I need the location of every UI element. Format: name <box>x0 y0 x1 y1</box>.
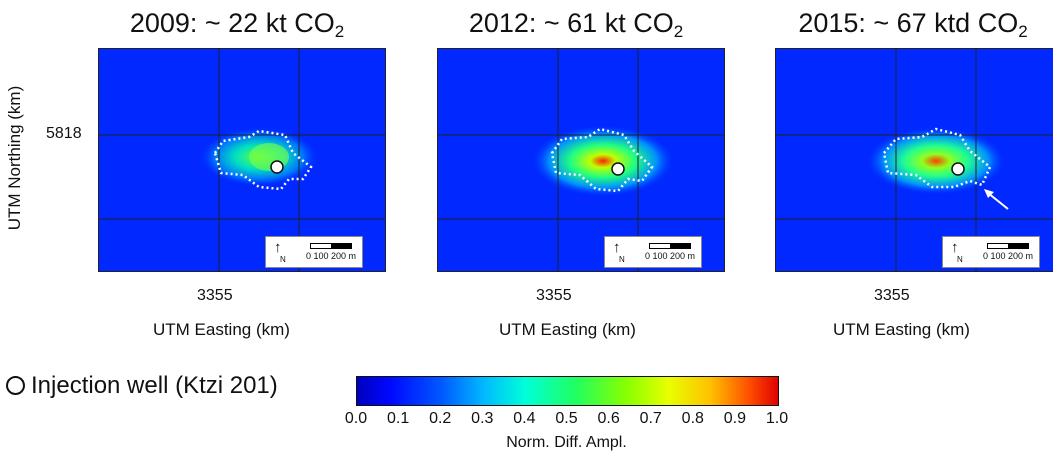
x-tick-label-1: 3355 <box>197 287 233 304</box>
scale-box: ↑ N 0 100 200 m <box>942 236 1040 268</box>
injection-well-marker <box>611 162 625 176</box>
map-panel-2009: ↑ N 0 100 200 m <box>98 48 386 272</box>
injection-well-marker <box>270 160 284 174</box>
colorbar-tick-label: 0.4 <box>513 410 536 427</box>
x-axis-title-2: UTM Easting (km) <box>499 320 636 339</box>
north-arrow-icon: ↑ <box>951 239 959 256</box>
colorbar-tick-label: 0.1 <box>386 410 410 427</box>
colorbar-tick-label: 0.9 <box>723 410 747 427</box>
plume-outline <box>550 127 654 193</box>
colorbar-tick-label: 0.0 <box>344 410 368 427</box>
panel-title-2012: 2012: ~ 61 kt CO2 <box>468 8 684 41</box>
injection-well-marker <box>951 162 965 176</box>
amplitude-map-2012 <box>438 49 724 271</box>
y-tick-label: 5818 <box>46 125 82 142</box>
colorbar-tick-label: 0.8 <box>681 410 704 427</box>
well-circle-icon <box>6 376 25 395</box>
scale-box: ↑ N 0 100 200 m <box>265 236 363 268</box>
colorbar-title: Norm. Diff. Ampl. <box>506 434 627 451</box>
colorbar-tick-label: 0.6 <box>597 410 620 427</box>
north-arrow-icon: ↑ <box>613 239 621 256</box>
x-tick-label-2: 3355 <box>536 287 572 304</box>
y-axis-title: UTM Northing (km) <box>5 85 24 231</box>
colorbar-tick-label: 1.0 <box>765 410 789 427</box>
plume-outline <box>213 129 313 191</box>
scale-bar <box>310 243 352 249</box>
scale-bar <box>987 243 1029 249</box>
map-panel-2012: ↑ N 0 100 200 m <box>437 48 725 272</box>
map-panel-2015: ↑ N 0 100 200 m <box>775 48 1053 272</box>
arrow-icon <box>987 192 1009 210</box>
x-tick-label-3: 3355 <box>874 287 910 304</box>
panel-title-2015: 2015: ~ 67 ktd CO2 <box>798 8 1028 41</box>
x-axis-title-3: UTM Easting (km) <box>833 320 970 339</box>
colorbar <box>356 376 779 406</box>
x-axis-title-1: UTM Easting (km) <box>153 320 290 339</box>
injection-well-legend: Injection well (Ktzi 201) <box>6 372 278 400</box>
scale-bar <box>649 243 691 249</box>
amplitude-map-2015 <box>776 49 1053 271</box>
scale-box: ↑ N 0 100 200 m <box>604 236 702 268</box>
north-arrow-icon: ↑ <box>274 239 282 256</box>
colorbar-tick-label: 0.7 <box>639 410 662 427</box>
colorbar-tick-label: 0.2 <box>429 410 452 427</box>
colorbar-tick-label: 0.5 <box>555 410 578 427</box>
panel-title-2009: 2009: ~ 22 kt CO2 <box>129 8 345 41</box>
colorbar-tick-label: 0.3 <box>471 410 494 427</box>
amplitude-map-2009 <box>99 49 385 271</box>
